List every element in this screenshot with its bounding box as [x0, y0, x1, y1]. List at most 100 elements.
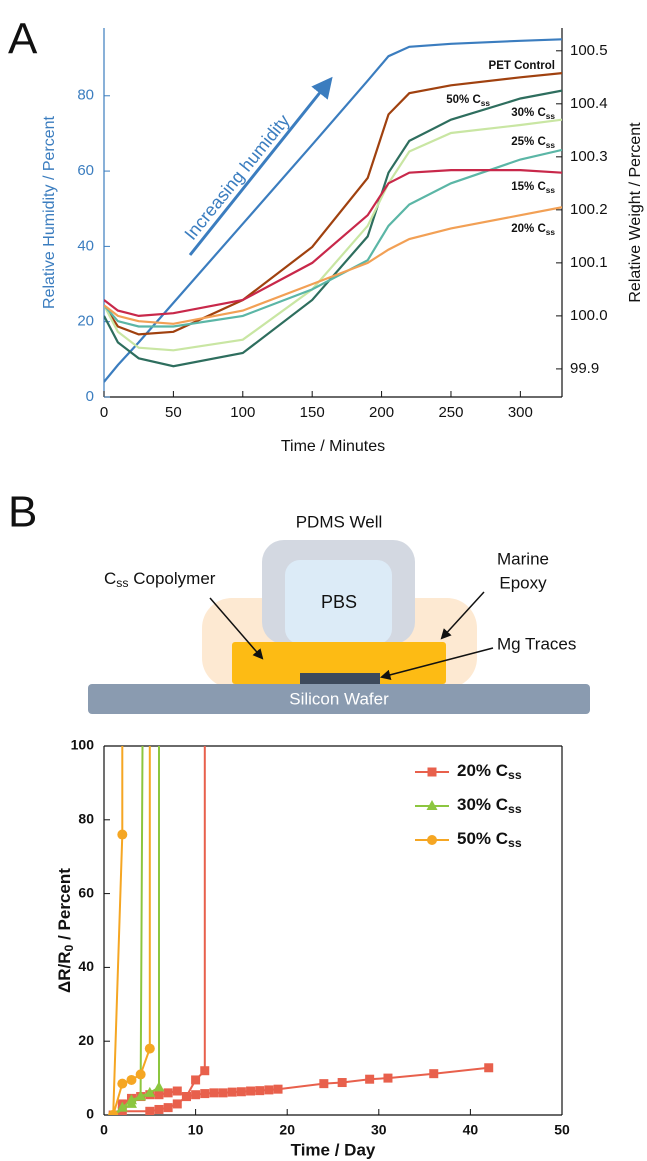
- marker: [191, 1075, 201, 1085]
- marker: [246, 1086, 256, 1096]
- diagram-label: Epoxy: [499, 573, 547, 592]
- series-line: [104, 169, 562, 318]
- y2-axis-label: Relative Weight / Percent: [627, 122, 644, 303]
- marker: [144, 1043, 155, 1054]
- diagram-label: Marine: [497, 549, 549, 568]
- diagram-label: Css Copolymer: [104, 569, 216, 590]
- legend-marker: [427, 835, 437, 845]
- plot-area: [104, 38, 562, 383]
- diagram-label: PDMS Well: [296, 512, 383, 531]
- x-tick-label: 300: [508, 404, 533, 421]
- marker: [154, 1090, 164, 1100]
- marker: [484, 1063, 494, 1073]
- series-label: 50% Css: [446, 94, 490, 108]
- marker: [429, 1069, 439, 1079]
- marker: [117, 1078, 128, 1089]
- pointer: [440, 591, 485, 640]
- legend-label: 50% Css: [457, 829, 522, 850]
- marker: [163, 1103, 173, 1113]
- x-tick-label: 20: [279, 1122, 295, 1138]
- marker: [172, 1086, 182, 1096]
- y-axis-label: Relative Humidity / Percent: [41, 115, 58, 309]
- series-line: [112, 746, 206, 1115]
- diagram-label: Silicon Wafer: [289, 689, 389, 708]
- y2-tick-label: 100.2: [570, 201, 608, 218]
- y2-tick-label: 100.5: [570, 42, 608, 59]
- y2-tick-label: 99.9: [570, 360, 599, 377]
- marker: [200, 1066, 210, 1076]
- marker: [135, 1090, 147, 1101]
- marker: [125, 1097, 137, 1108]
- marker: [191, 1090, 201, 1100]
- panel-label: A: [8, 15, 38, 64]
- series-line: [112, 746, 144, 1115]
- series-label: PET Control: [489, 60, 555, 72]
- marker: [264, 1085, 274, 1095]
- marker: [218, 1088, 228, 1098]
- series-line: [104, 206, 562, 325]
- marker: [200, 1089, 210, 1099]
- x-tick-label: 50: [165, 404, 182, 421]
- y-tick-label: 40: [77, 237, 94, 254]
- y-tick-label: 20: [77, 313, 94, 330]
- series-line: [104, 118, 562, 352]
- x-tick-label: 30: [371, 1122, 387, 1138]
- y-axis-label: ΔR/R0 / Percent: [55, 868, 76, 993]
- annotation-arrow: [188, 76, 333, 256]
- series-label: 20% Css: [511, 223, 555, 237]
- legend-marker: [427, 767, 437, 777]
- series-line: [104, 38, 562, 383]
- y2-tick-label: 100.1: [570, 254, 608, 271]
- y-tick-label: 80: [78, 811, 94, 827]
- series-line: [112, 746, 124, 1115]
- wafer: [88, 684, 590, 714]
- marker: [337, 1078, 347, 1088]
- series-label: 30% Css: [511, 107, 555, 121]
- marker: [273, 1084, 283, 1094]
- panel-label: B: [8, 488, 37, 537]
- marker: [181, 1092, 191, 1102]
- diagram-label: Mg Traces: [497, 634, 576, 653]
- marker: [153, 1081, 165, 1092]
- series-line: [104, 148, 562, 328]
- y-tick-label: 20: [78, 1032, 94, 1048]
- pointer: [379, 647, 494, 680]
- diagram-label: PBS: [321, 592, 357, 612]
- legend-label: 20% Css: [457, 761, 522, 782]
- marker: [255, 1086, 265, 1096]
- x-tick-label: 200: [369, 404, 394, 421]
- marker: [117, 829, 128, 840]
- marker: [135, 1069, 146, 1080]
- series-label: 25% Css: [511, 136, 555, 150]
- marker: [319, 1079, 329, 1089]
- marker: [144, 1086, 156, 1097]
- plot-area: [108, 746, 494, 1115]
- pointer: [209, 597, 264, 660]
- y-tick-label: 40: [78, 958, 94, 974]
- series-line: [112, 746, 151, 1115]
- marker: [209, 1088, 219, 1098]
- y-tick-label: 60: [78, 884, 94, 900]
- marker: [163, 1088, 173, 1098]
- x-tick-label: 0: [100, 1122, 108, 1138]
- marker: [227, 1087, 237, 1097]
- marker: [236, 1087, 246, 1097]
- legend-marker: [426, 800, 438, 810]
- y2-tick-label: 100.3: [570, 148, 608, 165]
- x-axis-label: Time / Minutes: [281, 438, 385, 455]
- y-tick-label: 60: [77, 162, 94, 179]
- marker: [108, 1110, 119, 1115]
- y2-tick-label: 100.0: [570, 307, 608, 324]
- x-tick-label: 50: [554, 1122, 570, 1138]
- marker: [116, 1101, 128, 1112]
- series-line: [104, 89, 562, 368]
- x-tick-label: 0: [100, 404, 108, 421]
- pbs: [285, 560, 392, 644]
- y-tick-label: 0: [86, 1106, 94, 1122]
- series-label: 15% Css: [511, 181, 555, 195]
- marker: [383, 1073, 393, 1083]
- marker: [154, 1104, 164, 1114]
- x-tick-label: 250: [438, 404, 463, 421]
- marker: [145, 1106, 155, 1115]
